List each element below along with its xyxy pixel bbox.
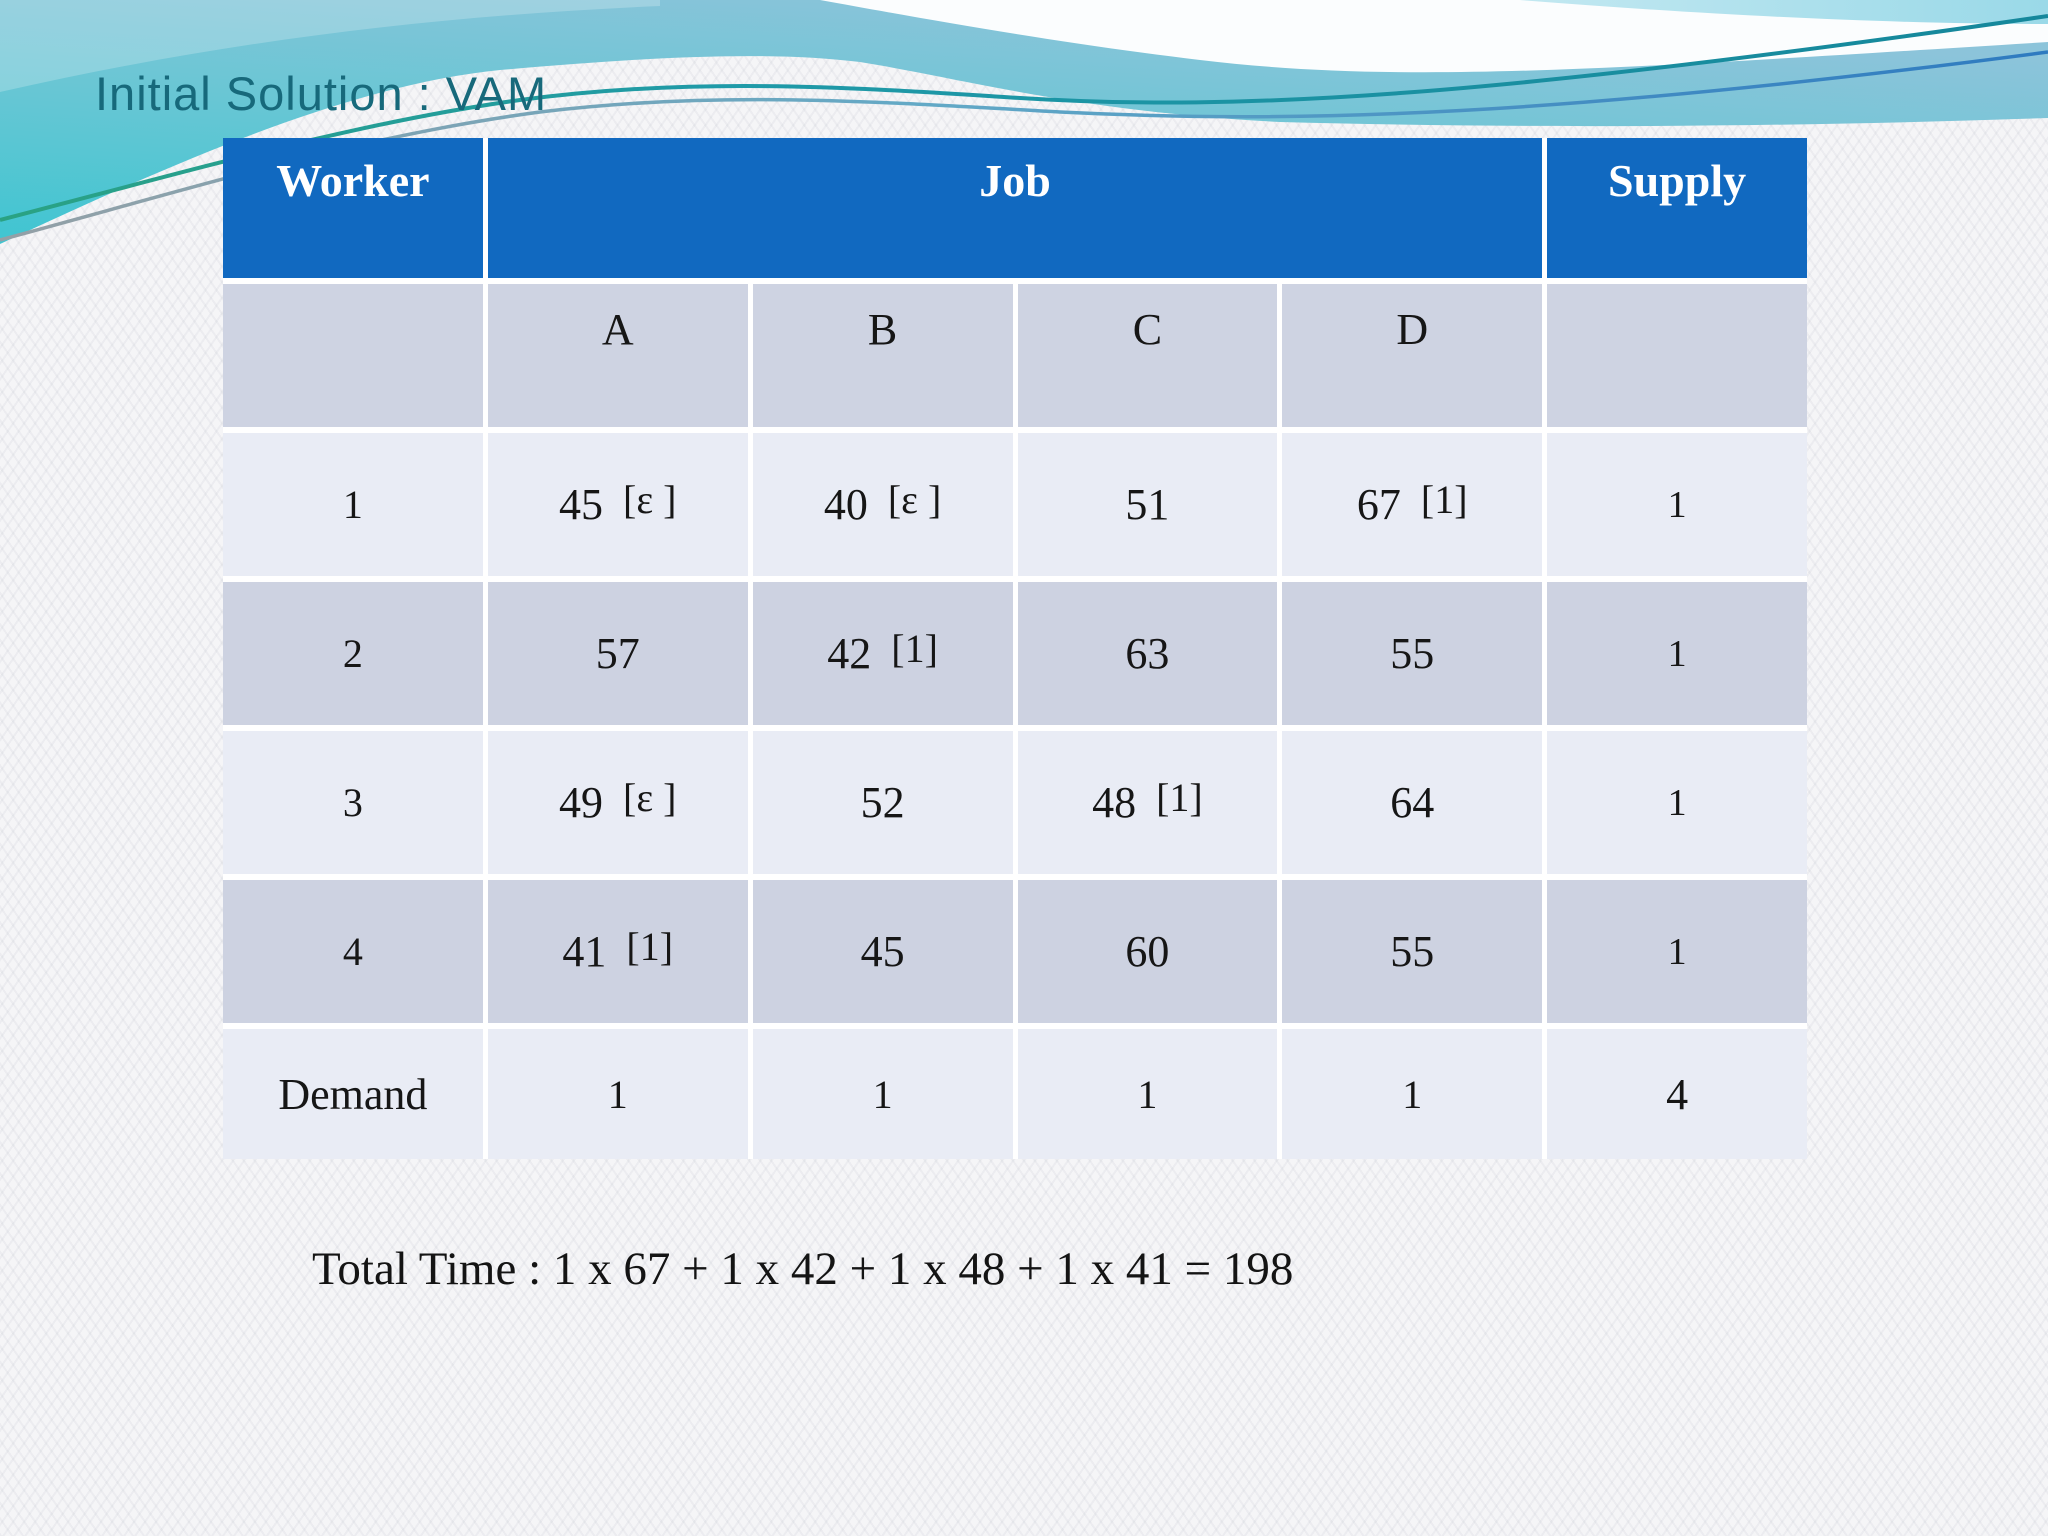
- cost-cell: 64: [1282, 731, 1543, 874]
- cost-value: 51: [1125, 480, 1170, 529]
- cost-value: 63: [1125, 629, 1170, 678]
- cost-cell: 63: [1017, 582, 1278, 725]
- cost-cell: 42 [1]: [752, 582, 1013, 725]
- cost-value: 57: [595, 629, 640, 678]
- header-worker-cell: Worker: [223, 138, 483, 278]
- cost-value: 64: [1390, 778, 1435, 827]
- cost-cell: 55: [1282, 880, 1543, 1023]
- sky-highlight-arc: [0, 0, 660, 92]
- top-swoosh-decoration: [0, 0, 2048, 244]
- allocation-tag: [1]: [1420, 477, 1468, 522]
- allocation-tag: [ε ]: [887, 477, 942, 522]
- cost-cell: 48 [1]: [1017, 731, 1278, 874]
- cost-cell: 60: [1017, 880, 1278, 1023]
- slide-title: Initial Solution : VAM: [95, 67, 548, 120]
- cost-cell: 57: [487, 582, 748, 725]
- worker-label: 3: [223, 731, 483, 874]
- supply-value: 1: [1547, 880, 1807, 1023]
- cost-cell: 40 [ε ]: [752, 433, 1013, 576]
- assignment-table: Worker Job Supply A B C D 1 45 [ε ] 40 […: [223, 138, 1807, 1159]
- cost-cell: 51: [1017, 433, 1278, 576]
- job-column-header-a: A: [487, 284, 748, 427]
- allocation-tag: [ε ]: [623, 477, 677, 522]
- subheader-spacer-left: [223, 284, 483, 427]
- worker-label: 1: [223, 433, 483, 576]
- cost-cell: 45 [ε ]: [487, 433, 748, 576]
- job-column-header-c: C: [1017, 284, 1278, 427]
- demand-supply-total: 4: [1547, 1029, 1807, 1159]
- job-column-header-b: B: [752, 284, 1013, 427]
- cost-value: 40: [823, 480, 868, 529]
- supply-value: 1: [1547, 731, 1807, 874]
- cost-value: 67: [1356, 480, 1401, 529]
- cost-cell: 52: [752, 731, 1013, 874]
- subheader-spacer-right: [1547, 284, 1807, 427]
- job-column-header-d: D: [1282, 284, 1543, 427]
- demand-value: 1: [1017, 1029, 1278, 1159]
- cost-value: 55: [1390, 629, 1435, 678]
- header-supply-cell: Supply: [1547, 138, 1807, 278]
- supply-value: 1: [1547, 582, 1807, 725]
- allocation-tag: [1]: [626, 924, 674, 969]
- cost-cell: 49 [ε ]: [487, 731, 748, 874]
- worker-label: 4: [223, 880, 483, 1023]
- cost-value: 42: [827, 629, 872, 678]
- worker-label: 2: [223, 582, 483, 725]
- total-time-text: Total Time : 1 x 67 + 1 x 42 + 1 x 48 + …: [312, 1243, 1294, 1295]
- cost-value: 48: [1092, 778, 1137, 827]
- allocation-tag: [1]: [891, 626, 938, 671]
- demand-value: 1: [1282, 1029, 1543, 1159]
- allocation-tag: [1]: [1156, 775, 1203, 820]
- cost-cell: 55: [1282, 582, 1543, 725]
- cost-value: 49: [559, 778, 604, 827]
- white-crescent: [820, 0, 2048, 73]
- header-job-cell: Job: [487, 138, 1543, 278]
- supply-value: 1: [1547, 433, 1807, 576]
- cost-value: 45: [559, 480, 604, 529]
- cost-cell: 41 [1]: [487, 880, 748, 1023]
- cost-cell: 67 [1]: [1282, 433, 1543, 576]
- cost-value: 45: [860, 927, 905, 976]
- corner-cyan-band: [1520, 0, 2048, 24]
- cost-value: 41: [562, 927, 607, 976]
- cost-value: 55: [1390, 927, 1435, 976]
- demand-value: 1: [752, 1029, 1013, 1159]
- demand-value: 1: [487, 1029, 748, 1159]
- cost-cell: 45: [752, 880, 1013, 1023]
- demand-label: Demand: [223, 1029, 483, 1159]
- cost-value: 52: [860, 778, 905, 827]
- cost-value: 60: [1125, 927, 1170, 976]
- allocation-tag: [ε ]: [623, 775, 677, 820]
